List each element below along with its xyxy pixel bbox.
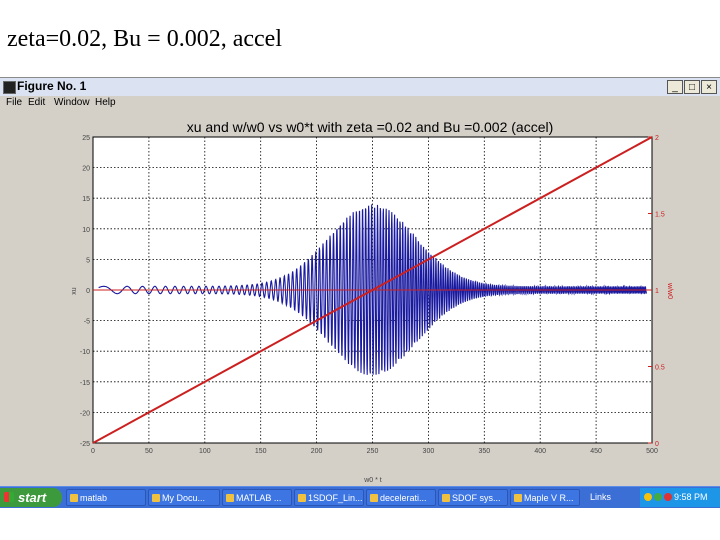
document-icon	[298, 494, 306, 502]
minimize-button[interactable]: _	[667, 80, 683, 94]
x-tick-label: 450	[590, 448, 602, 455]
y-tick-label: 5	[86, 257, 90, 264]
x-tick-label: 350	[478, 448, 490, 455]
x-tick-label: 100	[199, 448, 211, 455]
folder-icon	[152, 494, 160, 502]
taskbar-item-matlab[interactable]: matlab	[66, 489, 146, 506]
y-tick-label: -15	[80, 380, 90, 387]
taskbar-item-label: decelerati...	[380, 493, 427, 503]
y-axis-label: xu	[71, 287, 78, 295]
y-tick-label: 10	[82, 227, 90, 234]
series-w-w0-line	[92, 136, 653, 444]
maple-icon	[514, 494, 522, 502]
x-tick-label: 50	[145, 448, 153, 455]
taskbar-item-my-documents[interactable]: My Docu...	[148, 489, 220, 506]
x-tick-label: 250	[367, 448, 379, 455]
slide-title: zeta=0.02, Bu = 0.002, accel	[7, 26, 282, 52]
maximize-button[interactable]: □	[684, 80, 700, 94]
series-xu-line	[98, 204, 647, 375]
y-tick-label: 20	[82, 166, 90, 173]
windows-flag-icon	[4, 492, 14, 502]
browser-icon	[370, 494, 378, 502]
taskbar-item-deceleration[interactable]: decelerati...	[366, 489, 436, 506]
y-ticks: 25 20 15 10 5 0 -5 -10 -15 -20 -25	[80, 135, 90, 448]
start-label: start	[18, 490, 47, 505]
y2-tick-label: 2	[655, 135, 659, 142]
y-tick-label: -25	[80, 441, 90, 448]
taskbar-item-label: matlab	[80, 493, 108, 503]
x-tick-label: 150	[255, 448, 267, 455]
folder-icon	[70, 494, 78, 502]
window-title: Figure No. 1	[17, 79, 87, 93]
x-axis-label: w0 * t	[363, 477, 382, 484]
x-tick-label: 200	[311, 448, 323, 455]
menu-edit[interactable]: Edit	[28, 97, 46, 108]
clock: 9:58 PM	[674, 492, 708, 502]
y2-tick-label: 0	[655, 441, 659, 448]
y-tick-label: -20	[80, 410, 90, 417]
taskbar-item-sdof-sys[interactable]: SDOF sys...	[438, 489, 508, 506]
y-tick-label: 25	[82, 135, 90, 142]
x-tick-label: 0	[91, 448, 95, 455]
tray-icon[interactable]	[664, 493, 672, 501]
taskbar-item-sdof-lin[interactable]: 1SDOF_Lin...	[294, 489, 364, 506]
y2-tick-label: 1	[655, 288, 659, 295]
close-button[interactable]: ×	[701, 80, 717, 94]
menubar: File Edit Window Help	[0, 96, 720, 110]
taskbar: start matlab My Docu... MATLAB ... 1SDOF…	[0, 486, 720, 508]
plot-area: 0 50 100 150 200 250 300 350 400 450 500 25 20 15 10 5…	[0, 111, 720, 486]
x-tick-label: 400	[534, 448, 546, 455]
taskbar-item-label: 1SDOF_Lin...	[308, 493, 363, 503]
menu-help[interactable]: Help	[95, 97, 116, 108]
menu-file[interactable]: File	[6, 97, 23, 108]
menu-window[interactable]: Window	[54, 97, 90, 108]
window-titlebar[interactable]: Figure No. 1 _ □ ×	[0, 78, 720, 96]
y2-tick-label: 1.5	[655, 212, 665, 219]
start-button[interactable]: start	[0, 488, 62, 507]
taskbar-item-label: My Docu...	[162, 493, 206, 503]
chart-svg: 0 50 100 150 200 250 300 350 400 450 500 252015105…	[71, 119, 673, 484]
y-tick-label: -5	[84, 319, 90, 326]
taskbar-item-label: Maple V R...	[524, 493, 574, 503]
matlab-figure-icon	[3, 81, 16, 94]
links-toolbar[interactable]: Links	[590, 492, 612, 502]
taskbar-item-maple[interactable]: Maple V R...	[510, 489, 580, 506]
y-tick-label: 0	[86, 288, 90, 295]
y-tick-label: -10	[80, 349, 90, 356]
chart-title: xu and w/w0 vs w0*t with zeta =0.02 and …	[187, 119, 554, 135]
figure-window: Figure No. 1 _ □ × File Edit Window Help…	[0, 77, 720, 486]
matlab-icon	[226, 494, 234, 502]
tray-icon[interactable]	[644, 493, 652, 501]
x-ticks: 0 50 100 150 200 250 300 350 400 450 500	[91, 448, 658, 455]
tray-icon[interactable]	[654, 493, 662, 501]
y2-tick-label: 0.5	[655, 365, 665, 372]
browser-icon	[442, 494, 450, 502]
taskbar-item-label: SDOF sys...	[452, 493, 501, 503]
y-tick-label: 15	[82, 196, 90, 203]
x-tick-label: 300	[423, 448, 435, 455]
taskbar-item-label: MATLAB ...	[236, 493, 282, 503]
taskbar-item-matlab-app[interactable]: MATLAB ...	[222, 489, 292, 506]
system-tray: 9:58 PM	[640, 488, 720, 507]
y2-axis-label: w/w0	[666, 282, 673, 299]
x-tick-label: 500	[646, 448, 658, 455]
